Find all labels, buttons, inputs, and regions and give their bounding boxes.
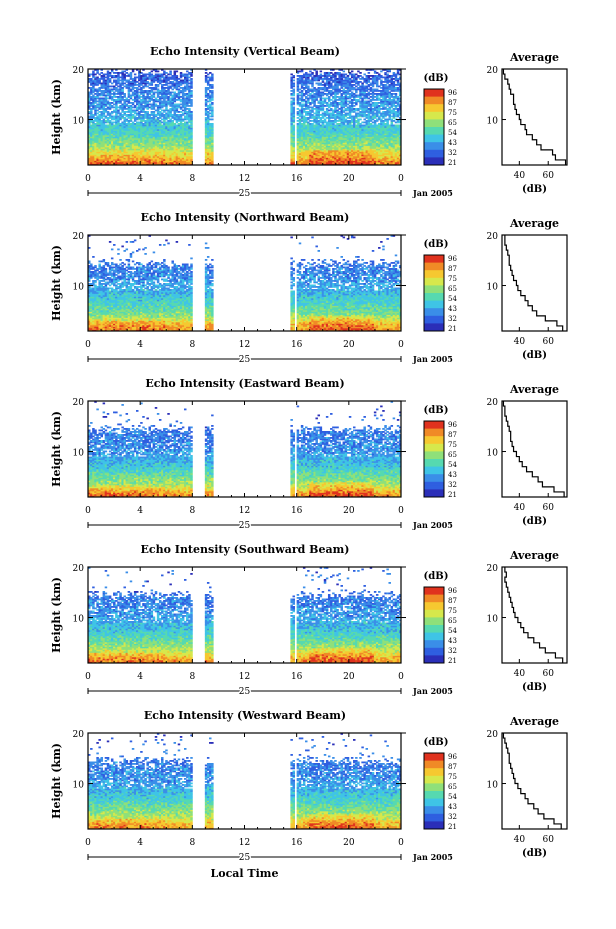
heatmap-cell <box>211 123 213 125</box>
heatmap-cell <box>359 119 361 121</box>
heatmap-cell <box>146 111 148 113</box>
heatmap-cell <box>174 92 176 94</box>
heatmap-cell <box>297 108 299 110</box>
heatmap-cell <box>211 90 213 92</box>
heatmap-cell <box>211 119 213 121</box>
y-axis-label: Height (km) <box>50 79 63 155</box>
heatmap-cell <box>292 98 294 100</box>
panel-title: Echo Intensity (Vertical Beam) <box>150 45 340 58</box>
heatmap-cells <box>88 69 401 165</box>
heatmap-cell <box>376 89 378 91</box>
heatmap-cell <box>188 108 190 110</box>
heatmap-cell <box>395 93 397 95</box>
panel-1: Echo Intensity (Vertical Beam) Height (km… <box>50 45 567 199</box>
